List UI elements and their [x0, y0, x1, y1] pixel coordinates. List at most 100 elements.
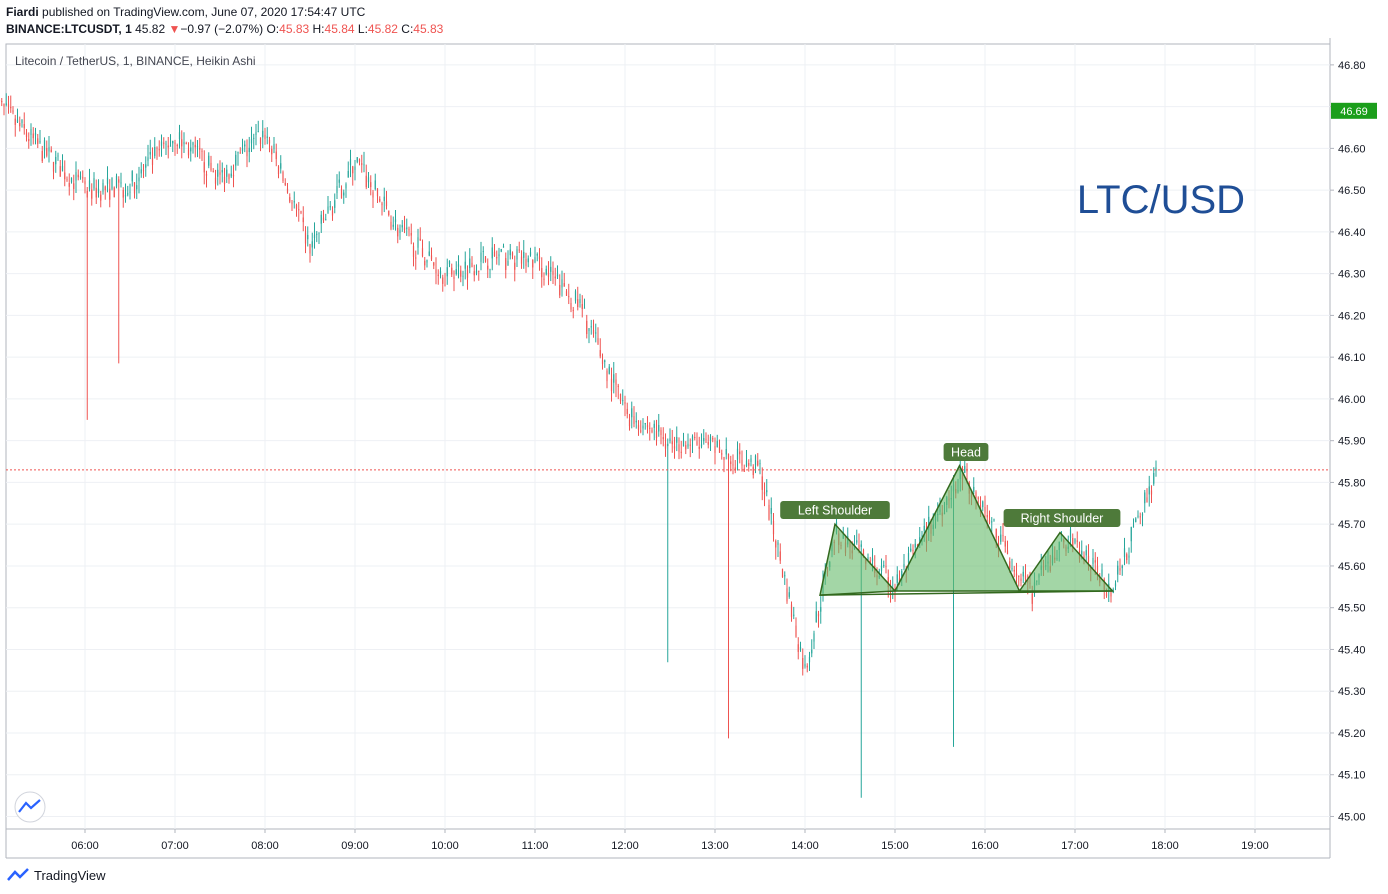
- candle-body: [174, 142, 176, 145]
- candle-body: [1022, 571, 1024, 577]
- candle-body: [223, 176, 226, 184]
- candle-body: [743, 468, 745, 472]
- candle-body: [887, 577, 889, 588]
- candle-body: [1123, 548, 1126, 557]
- candle-body: [397, 227, 399, 237]
- candle-body: [338, 179, 340, 183]
- high-label: H:: [312, 22, 325, 36]
- candle-body: [493, 251, 496, 257]
- candle-body: [403, 227, 406, 231]
- candle-body: [581, 304, 583, 310]
- candle-body: [509, 249, 511, 256]
- candle-body: [142, 170, 145, 172]
- candle-body: [592, 330, 595, 334]
- candle-body: [1144, 492, 1146, 504]
- y-tick-label: 45.70: [1338, 519, 1366, 531]
- candle-body: [241, 148, 244, 151]
- candle-body: [59, 166, 61, 177]
- candle-body: [199, 147, 201, 150]
- candle-body: [651, 430, 653, 432]
- candle-body: [167, 145, 169, 148]
- candle-body: [1114, 583, 1117, 587]
- candle-body: [356, 157, 358, 162]
- candle-body: [817, 613, 820, 617]
- candle-body: [419, 238, 421, 241]
- tradingview-watermark-icon[interactable]: [14, 791, 46, 823]
- candle-body: [565, 291, 568, 296]
- candle-body: [559, 284, 561, 296]
- candle-body: [487, 265, 489, 270]
- candle-body: [394, 219, 397, 223]
- y-tick-label: 45.30: [1338, 686, 1366, 698]
- candle-body: [84, 181, 86, 185]
- candle-body: [745, 460, 748, 467]
- candle-body: [696, 441, 698, 445]
- candle-body: [554, 276, 556, 279]
- close-label: C:: [401, 22, 414, 36]
- candle-body: [75, 172, 77, 181]
- candle-body: [529, 252, 532, 256]
- candle-body: [347, 170, 349, 178]
- candle-body: [907, 553, 910, 563]
- candle-body: [97, 188, 100, 194]
- candle-body: [928, 516, 930, 530]
- candle-body: [37, 138, 39, 144]
- candle-body: [514, 262, 516, 270]
- candle-body: [804, 664, 806, 667]
- candle-body: [775, 540, 777, 548]
- candle-body: [102, 182, 104, 192]
- high-value: 45.84: [324, 22, 355, 36]
- candle-body: [678, 444, 680, 452]
- candle-body: [264, 134, 266, 140]
- candle-body: [489, 269, 491, 271]
- candle-body: [568, 296, 570, 298]
- candle-body: [334, 200, 336, 208]
- candle-body: [871, 558, 874, 562]
- left-shoulder-label: Left Shoulder: [798, 504, 872, 518]
- price-change: −0.97 (−2.07%): [180, 22, 264, 36]
- candle-body: [176, 145, 178, 147]
- candle-body: [579, 299, 581, 304]
- candle-body: [354, 166, 356, 170]
- low-value: 45.82: [367, 22, 398, 36]
- watermark-line: [18, 799, 41, 813]
- candle-body: [921, 535, 923, 537]
- candle-body: [642, 425, 644, 429]
- candle-body: [739, 451, 741, 455]
- candle-body: [115, 176, 118, 187]
- candle-body: [523, 252, 525, 258]
- candle-body: [640, 430, 642, 432]
- candle-body: [914, 543, 916, 548]
- candle-body: [574, 291, 577, 301]
- candle-body: [986, 514, 988, 518]
- y-tick-label: 45.00: [1338, 811, 1366, 823]
- candle-body: [390, 221, 392, 229]
- candle-body: [1006, 550, 1009, 555]
- candle-body: [388, 210, 390, 216]
- candle-body: [779, 551, 781, 561]
- candle-body: [136, 185, 138, 190]
- current-price-badge: [1331, 102, 1377, 119]
- candle-body: [219, 172, 221, 175]
- candle-body: [1101, 569, 1103, 577]
- candle-body: [790, 604, 793, 617]
- tradingview-brand[interactable]: TradingView: [6, 866, 106, 884]
- candle-body: [298, 209, 300, 211]
- candle-body: [230, 173, 232, 177]
- candle-body: [649, 427, 651, 429]
- y-tick-label: 45.10: [1338, 770, 1366, 782]
- candle-body: [239, 152, 241, 154]
- candle-body: [973, 486, 975, 492]
- author-name[interactable]: Fiardi: [6, 5, 39, 19]
- candle-body: [772, 521, 775, 535]
- candle-body: [401, 225, 403, 228]
- candle-body: [635, 420, 637, 423]
- candle-body: [293, 201, 295, 203]
- y-tick-label: 45.90: [1338, 436, 1366, 448]
- candle-body: [316, 233, 318, 235]
- candle-body: [1126, 554, 1128, 561]
- candle-body: [266, 136, 268, 138]
- candle-body: [412, 246, 415, 257]
- candle-body: [271, 148, 273, 155]
